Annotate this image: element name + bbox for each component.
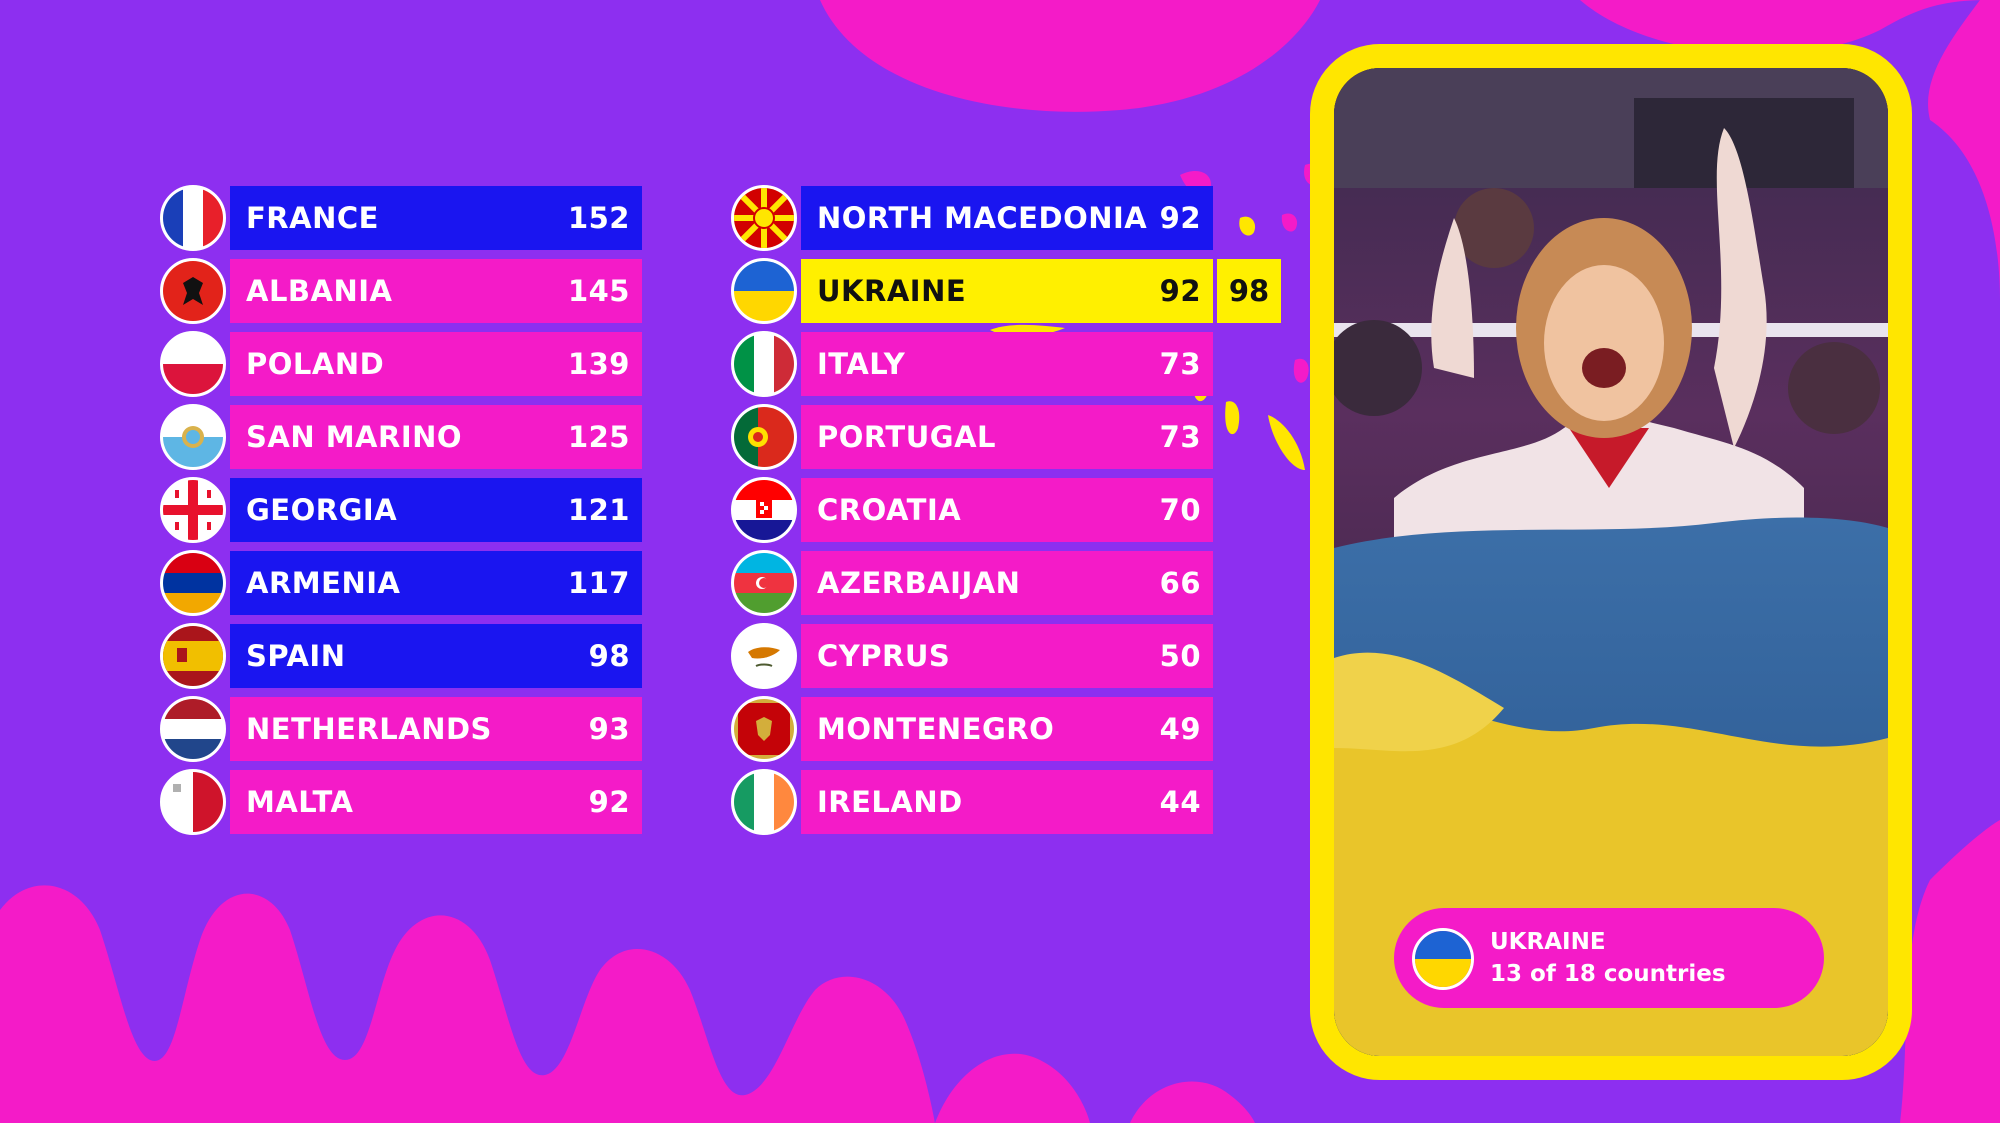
italy-flag-icon [731, 331, 797, 397]
country-points: 50 [1159, 639, 1201, 673]
scoreboard-row-malta: MALTA 92 [160, 769, 720, 835]
france-flag-icon [160, 185, 226, 251]
georgia-flag-icon [160, 477, 226, 543]
score-bar: SAN MARINO 125 [230, 405, 642, 469]
country-name: MONTENEGRO [817, 712, 1055, 746]
scoreboard-row-croatia: CROATIA 70 [731, 477, 1291, 543]
scoreboard-row-montenegro: MONTENEGRO 49 [731, 696, 1291, 762]
voting-progress-caption: UKRAINE 13 of 18 countries [1394, 908, 1824, 1008]
score-bar: POLAND 139 [230, 332, 642, 396]
scoreboard-row-albania: ALBANIA 145 [160, 258, 720, 324]
country-points: 92 [588, 785, 630, 819]
scoreboard-row-san-marino: SAN MARINO 125 [160, 404, 720, 470]
caption-progress: 13 of 18 countries [1490, 961, 1726, 987]
scoreboard-row-france: FRANCE 152 [160, 185, 720, 251]
score-bar: ITALY 73 [801, 332, 1213, 396]
country-name: NETHERLANDS [246, 712, 492, 746]
country-name: GEORGIA [246, 493, 398, 527]
score-bar: MALTA 92 [230, 770, 642, 834]
score-bar: PORTUGAL 73 [801, 405, 1213, 469]
scoreboard-row-italy: ITALY 73 [731, 331, 1291, 397]
scoreboard-row-armenia: ARMENIA 117 [160, 550, 720, 616]
scoreboard-row-portugal: PORTUGAL 73 [731, 404, 1291, 470]
country-points: 73 [1159, 347, 1201, 381]
north-macedonia-flag-icon [731, 185, 797, 251]
ukraine-flag-icon [731, 258, 797, 324]
country-points: 73 [1159, 420, 1201, 454]
ireland-flag-icon [731, 769, 797, 835]
montenegro-flag-icon [731, 696, 797, 762]
country-points: 152 [567, 201, 630, 235]
score-bar: MONTENEGRO 49 [801, 697, 1213, 761]
portugal-flag-icon [731, 404, 797, 470]
ukraine-flag-icon [1412, 928, 1474, 990]
country-points: 117 [567, 566, 630, 600]
armenia-flag-icon [160, 550, 226, 616]
country-name: MALTA [246, 785, 354, 819]
caption-country: UKRAINE [1490, 929, 1606, 955]
albania-flag-icon [160, 258, 226, 324]
country-name: SAN MARINO [246, 420, 463, 454]
live-video-frame [1310, 44, 1912, 1080]
score-bar: AZERBAIJAN 66 [801, 551, 1213, 615]
country-points: 121 [567, 493, 630, 527]
scoreboard-row-azerbaijan: AZERBAIJAN 66 [731, 550, 1291, 616]
score-bar: ARMENIA 117 [230, 551, 642, 615]
score-bar: CROATIA 70 [801, 478, 1213, 542]
scoreboard-row-georgia: GEORGIA 121 [160, 477, 720, 543]
country-points: 125 [567, 420, 630, 454]
country-name: NORTH MACEDONIA [817, 201, 1148, 235]
country-points: 92 [1159, 201, 1201, 235]
score-bar: CYPRUS 50 [801, 624, 1213, 688]
score-bar: SPAIN 98 [230, 624, 642, 688]
added-points-badge: 98 [1217, 259, 1281, 323]
country-name: ITALY [817, 347, 906, 381]
spain-flag-icon [160, 623, 226, 689]
score-bar: NORTH MACEDONIA 92 [801, 186, 1213, 250]
country-name: PORTUGAL [817, 420, 996, 454]
scoreboard-row-north-macedonia: NORTH MACEDONIA 92 [731, 185, 1291, 251]
score-bar: NETHERLANDS 93 [230, 697, 642, 761]
netherlands-flag-icon [160, 696, 226, 762]
country-points: 92 [1159, 274, 1201, 308]
scoreboard-row-cyprus: CYPRUS 50 [731, 623, 1291, 689]
country-name: POLAND [246, 347, 385, 381]
country-name: ARMENIA [246, 566, 401, 600]
country-points: 98 [588, 639, 630, 673]
scoreboard-row-spain: SPAIN 98 [160, 623, 720, 689]
country-points: 139 [567, 347, 630, 381]
country-points: 93 [588, 712, 630, 746]
country-points: 70 [1159, 493, 1201, 527]
malta-flag-icon [160, 769, 226, 835]
country-name: SPAIN [246, 639, 346, 673]
score-bar: GEORGIA 121 [230, 478, 642, 542]
country-points: 145 [567, 274, 630, 308]
score-bar: FRANCE 152 [230, 186, 642, 250]
san-marino-flag-icon [160, 404, 226, 470]
azerbaijan-flag-icon [731, 550, 797, 616]
scoreboard-row-poland: POLAND 139 [160, 331, 720, 397]
croatia-flag-icon [731, 477, 797, 543]
country-name: ALBANIA [246, 274, 393, 308]
country-name: CROATIA [817, 493, 962, 527]
country-points: 49 [1159, 712, 1201, 746]
score-bar: IRELAND 44 [801, 770, 1213, 834]
cyprus-flag-icon [731, 623, 797, 689]
score-bar: ALBANIA 145 [230, 259, 642, 323]
country-name: UKRAINE [817, 274, 967, 308]
country-name: FRANCE [246, 201, 379, 235]
poland-flag-icon [160, 331, 226, 397]
country-name: CYPRUS [817, 639, 951, 673]
score-bar: UKRAINE 92 [801, 259, 1213, 323]
country-points: 44 [1159, 785, 1201, 819]
country-name: AZERBAIJAN [817, 566, 1021, 600]
country-points: 66 [1159, 566, 1201, 600]
scoreboard-row-ireland: IRELAND 44 [731, 769, 1291, 835]
country-name: IRELAND [817, 785, 963, 819]
scoreboard-row-netherlands: NETHERLANDS 93 [160, 696, 720, 762]
scoreboard-row-ukraine: UKRAINE 92 98 [731, 258, 1291, 324]
